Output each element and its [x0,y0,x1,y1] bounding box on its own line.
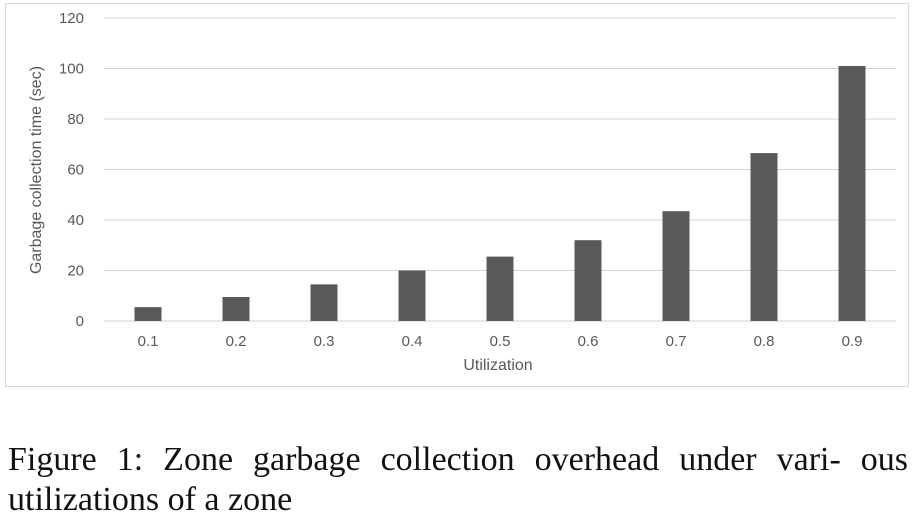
y-axis-ticks: 0 20 40 60 80 100 120 [59,10,84,330]
x-tick-label: 0.6 [578,333,599,350]
y-tick-label: 60 [67,162,84,179]
bar-0.6 [574,240,602,321]
x-tick-label: 0.7 [666,333,687,350]
bar-0.4 [398,270,426,321]
x-axis-title: Utilization [463,357,532,374]
x-tick-label: 0.5 [490,333,511,350]
x-tick-label: 0.9 [842,333,863,350]
bar-0.1 [134,307,162,321]
x-tick-label: 0.1 [138,333,159,350]
bar-0.9 [838,65,866,321]
bar-0.7 [662,211,690,321]
bar-chart: 0 20 40 60 80 100 120 0.1 0.2 0.3 0.4 0.5 0.6 0.7 0.8… [28,10,896,374]
y-tick-label: 80 [67,111,84,128]
bar-0.2 [222,297,250,321]
x-axis-ticks: 0.1 0.2 0.3 0.4 0.5 0.6 0.7 0.8 0.9 [138,333,863,350]
y-tick-label: 20 [67,263,84,280]
x-tick-label: 0.4 [402,333,423,350]
bar-0.8 [750,153,778,321]
y-tick-label: 100 [59,61,84,78]
bars [134,65,866,321]
bar-0.5 [486,256,514,321]
y-tick-label: 120 [59,10,84,27]
bar-0.3 [310,284,338,321]
y-axis-title: Garbage collection time (sec) [28,66,45,274]
x-tick-label: 0.8 [754,333,775,350]
y-tick-label: 0 [76,313,84,330]
y-tick-label: 40 [67,212,84,229]
x-tick-label: 0.2 [226,333,247,350]
x-tick-label: 0.3 [314,333,335,350]
figure-caption: Figure 1: Zone garbage collection overhe… [8,441,908,518]
